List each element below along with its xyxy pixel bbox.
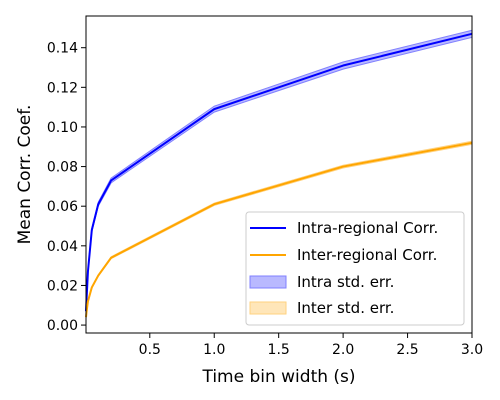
y-tick-label: 0.12 <box>47 80 78 96</box>
y-tick-label: 0.14 <box>47 41 78 57</box>
series-line-intra <box>85 32 473 312</box>
y-tick-label: 0.04 <box>47 239 78 255</box>
x-tick-label: 1.0 <box>203 342 225 358</box>
x-axis-label: Time bin width (s) <box>201 367 355 387</box>
x-tick-label: 2.0 <box>332 342 354 358</box>
x-tick-label: 1.5 <box>268 342 290 358</box>
x-tick-label: 0.5 <box>139 342 161 358</box>
x-tick-label: 2.5 <box>396 342 418 358</box>
y-tick-label: 0.08 <box>47 160 78 176</box>
y-tick-label: 0.10 <box>47 120 78 136</box>
series-line-inter <box>85 141 473 318</box>
x-axis-ticks: 0.5 1.0 1.5 2.0 2.5 3.0 <box>139 333 483 358</box>
legend-swatch-inter-band <box>249 301 287 315</box>
legend-swatch-intra-band <box>249 275 287 289</box>
legend-label-intra-line: Intra-regional Corr. <box>297 219 438 237</box>
x-tick-label: 3.0 <box>461 342 483 358</box>
y-tick-label: 0.06 <box>47 199 78 215</box>
legend-label-intra-band: Intra std. err. <box>297 273 394 291</box>
series-lines <box>85 32 473 318</box>
y-axis-ticks: 0.00 0.02 0.04 0.06 0.08 0.10 0.12 0.14 <box>47 41 86 334</box>
legend-label-inter-band: Inter std. err. <box>297 299 394 317</box>
legend-label-inter-line: Inter-regional Corr. <box>297 246 437 264</box>
y-tick-label: 0.00 <box>47 318 78 334</box>
y-tick-label: 0.02 <box>47 278 78 294</box>
legend: Intra-regional Corr. Inter-regional Corr… <box>245 211 465 326</box>
legend-box <box>245 211 465 326</box>
y-axis-label: Mean Corr. Coef. <box>15 105 35 245</box>
